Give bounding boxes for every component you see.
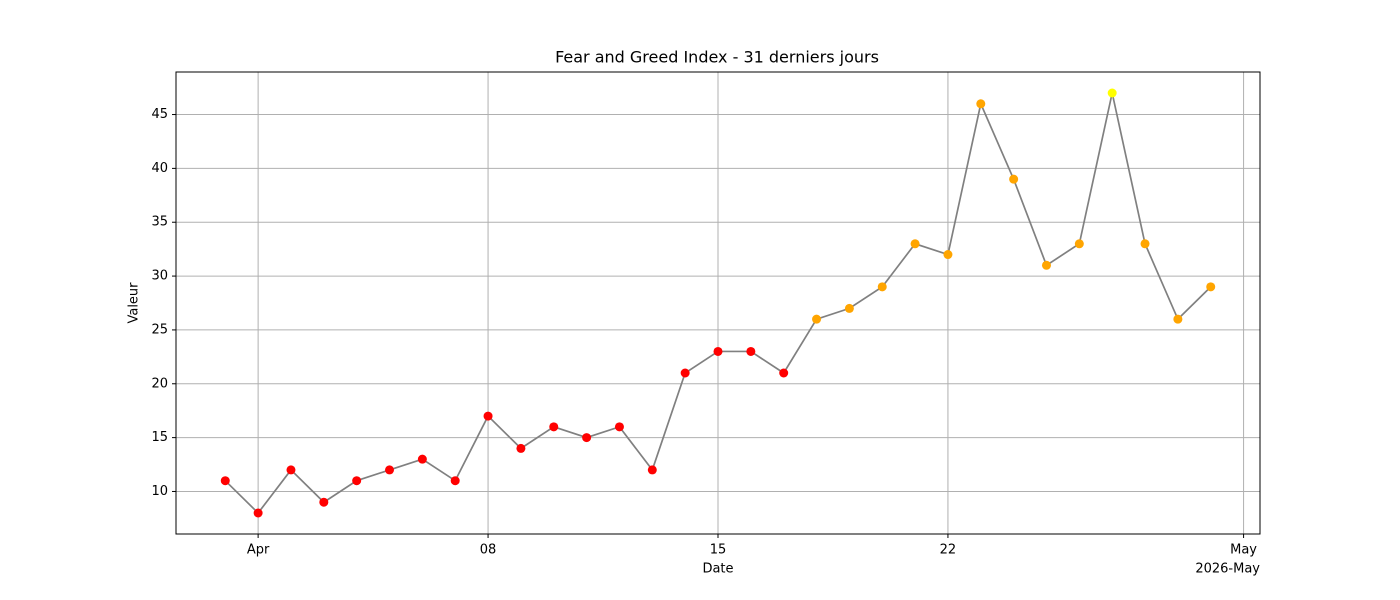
x-tick-label: May <box>1230 543 1257 558</box>
data-point <box>549 422 559 432</box>
data-point <box>746 346 756 356</box>
x-tick-label: 22 <box>940 543 957 558</box>
x-tick-label: 15 <box>710 543 727 558</box>
x-tick-label: Apr <box>247 543 270 558</box>
data-point <box>976 99 986 109</box>
data-point <box>483 411 493 421</box>
x-axis-label: Date <box>702 562 733 577</box>
data-point <box>1041 260 1051 270</box>
y-axis-label: Valeur <box>127 282 142 324</box>
data-point <box>614 422 624 432</box>
data-point <box>779 368 789 378</box>
data-point <box>713 346 723 356</box>
y-tick-label: 40 <box>151 161 168 176</box>
x-offset-label: 2026-May <box>1195 562 1260 577</box>
y-tick-label: 15 <box>151 430 168 445</box>
y-tick-label: 45 <box>151 107 168 122</box>
data-point <box>943 250 953 260</box>
data-point <box>1107 88 1117 98</box>
data-point <box>647 465 657 475</box>
data-point <box>220 476 230 486</box>
data-point <box>417 454 427 464</box>
data-point <box>253 508 263 518</box>
y-tick-label: 25 <box>151 322 168 337</box>
x-tick-label: 08 <box>480 543 497 558</box>
data-point <box>1173 314 1183 324</box>
plot-frame <box>175 71 1261 535</box>
data-point <box>680 368 690 378</box>
data-point <box>582 433 592 443</box>
data-point <box>1074 239 1084 249</box>
data-point <box>319 497 329 507</box>
data-point <box>385 465 395 475</box>
data-point <box>877 282 887 292</box>
y-tick-label: 10 <box>151 484 168 499</box>
data-point <box>352 476 362 486</box>
data-point <box>1009 174 1019 184</box>
data-point <box>844 303 854 313</box>
data-point <box>910 239 920 249</box>
chart-title: Fear and Greed Index - 31 derniers jours <box>555 48 879 67</box>
y-tick-label: 20 <box>151 376 168 391</box>
data-point <box>812 314 822 324</box>
data-point <box>286 465 296 475</box>
data-point <box>1140 239 1150 249</box>
y-tick-label: 30 <box>151 269 168 284</box>
data-point <box>450 476 460 486</box>
data-point <box>1206 282 1216 292</box>
data-point <box>516 443 526 453</box>
y-tick-label: 35 <box>151 215 168 230</box>
